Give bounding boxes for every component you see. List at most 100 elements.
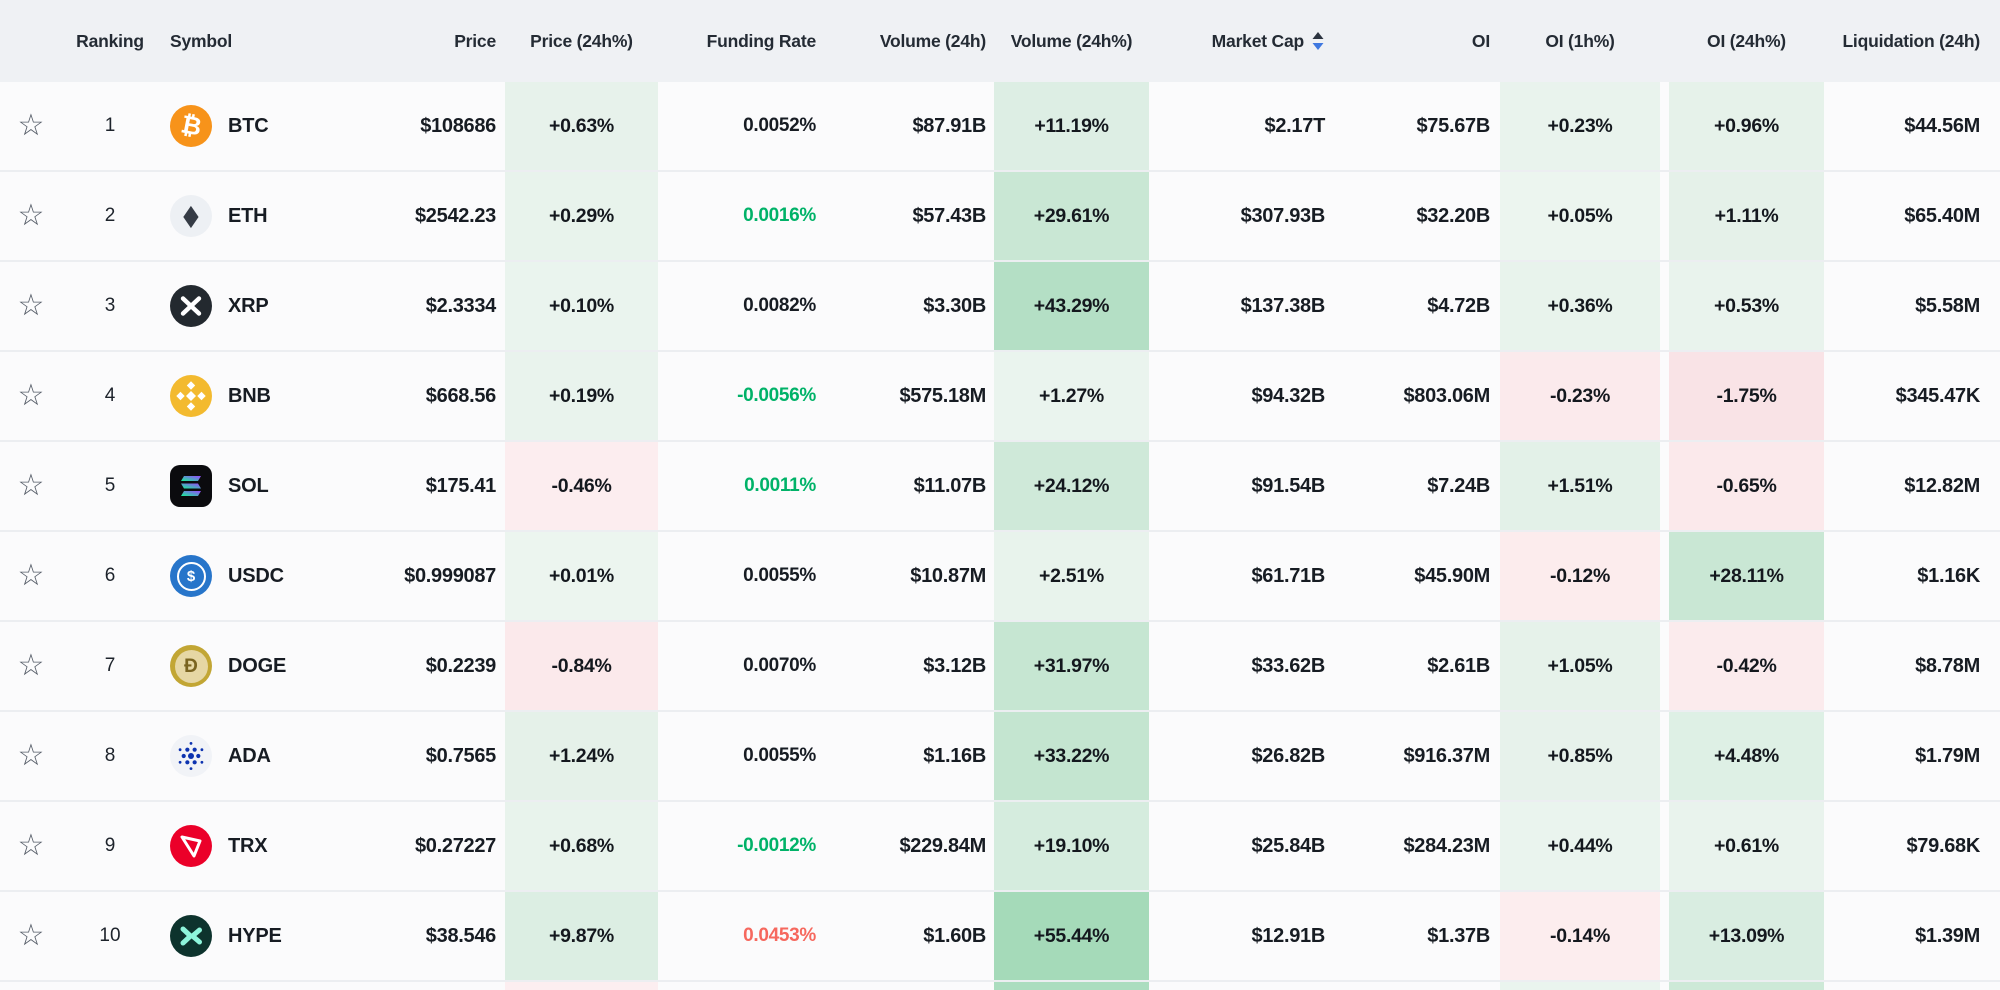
star-icon[interactable]: ☆ bbox=[17, 919, 45, 952]
value: $0.999087 bbox=[404, 564, 496, 587]
cell-liquidation_24h: $1.16K bbox=[1824, 532, 2000, 620]
table-body: ☆ 1 ₿ BTC $108686 +0.63% 0.0052% $87.91B +11.19%… bbox=[0, 82, 2000, 990]
cell-oi_1h_pct: +0.36% bbox=[1500, 262, 1669, 350]
btc-icon: ₿ bbox=[170, 105, 212, 147]
value: $345.47K bbox=[1895, 384, 1981, 407]
pct-value: +11.19% bbox=[1034, 114, 1109, 137]
table-row[interactable]: ☆ 2 ◆ ETH $2542.23 +0.29% 0.0016% $57.43B +29.61… bbox=[0, 172, 2000, 262]
cell-funding_rate: 0.0082% bbox=[658, 262, 818, 350]
cell-oi: $916.37M bbox=[1333, 712, 1500, 800]
sort-icon[interactable] bbox=[1311, 31, 1325, 52]
funding-rate-value: -0.0012% bbox=[737, 835, 816, 856]
cell-symbol: HYPE bbox=[148, 892, 300, 980]
col-header-liquidation_24h[interactable]: Liquidation (24h) bbox=[1824, 0, 2000, 82]
rank-value: 4 bbox=[104, 385, 116, 406]
col-header-funding_rate[interactable]: Funding Rate bbox=[658, 0, 818, 82]
pct-value: -0.42% bbox=[1716, 654, 1777, 677]
cell-oi_24h_pct: +0.61% bbox=[1669, 802, 1824, 890]
rank-value: 10 bbox=[99, 925, 121, 946]
value: $57.43B bbox=[912, 204, 986, 227]
star-icon[interactable]: ☆ bbox=[17, 469, 45, 502]
cell-star: ☆ bbox=[0, 352, 62, 440]
cell-market_cap: $61.71B bbox=[1149, 532, 1333, 620]
star-icon[interactable]: ☆ bbox=[17, 649, 45, 682]
value: $10.87M bbox=[910, 564, 986, 587]
cell-volume_24h_pct: +11.19% bbox=[994, 82, 1149, 170]
col-header-label: Market Cap bbox=[1211, 30, 1305, 51]
col-header-label: Price (24h%) bbox=[530, 30, 633, 51]
pct-value: +28.11% bbox=[1709, 564, 1784, 587]
cell-price_24h_pct: -0.84% bbox=[505, 622, 658, 710]
table-row[interactable]: ☆ 7 Ð DOGE $0.2239 -0.84% 0.0070% $3.12B +31.97%… bbox=[0, 622, 2000, 712]
table-row[interactable]: ☆ 4 BNB $668.56 +0.19% -0.0056% $575.18M +1.27%… bbox=[0, 352, 2000, 442]
cell-star: ☆ bbox=[0, 82, 62, 170]
star-icon[interactable]: ☆ bbox=[17, 289, 45, 322]
cell-rank: 3 bbox=[62, 262, 148, 350]
table-row[interactable]: ☆ 5 SOL $175.41 -0.46% 0.0011% $11.07B +24.12% $… bbox=[0, 442, 2000, 532]
cell-price: $175.41 bbox=[300, 442, 505, 530]
pct-value: -1.75% bbox=[1716, 384, 1777, 407]
rank-value: 8 bbox=[104, 745, 116, 766]
cell-star: ☆ bbox=[0, 802, 62, 890]
col-header-oi_24h_pct[interactable]: OI (24h%) bbox=[1669, 0, 1824, 82]
value: $32.20B bbox=[1416, 204, 1490, 227]
star-icon[interactable]: ☆ bbox=[17, 829, 45, 862]
star-icon[interactable]: ☆ bbox=[17, 379, 45, 412]
table-row[interactable]: ☆ 6 $ USDC $0.999087 +0.01% 0.0055% $10.87M +2.5… bbox=[0, 532, 2000, 622]
cell-symbol: TRX bbox=[148, 802, 300, 890]
col-header-symbol[interactable]: Symbol bbox=[148, 0, 300, 82]
value: $0.7565 bbox=[425, 744, 497, 767]
col-header-volume_24h[interactable]: Volume (24h) bbox=[818, 0, 994, 82]
col-header-label: Volume (24h%) bbox=[1010, 30, 1133, 51]
value: $25.84B bbox=[1251, 834, 1325, 857]
star-icon[interactable]: ☆ bbox=[17, 109, 45, 142]
col-header-volume_24h_pct[interactable]: Volume (24h%) bbox=[994, 0, 1149, 82]
col-header-price[interactable]: Price bbox=[300, 0, 505, 82]
cell-liquidation_24h: $1.39M bbox=[1824, 892, 2000, 980]
pct-value: +24.12% bbox=[1033, 474, 1110, 497]
value: $1.16B bbox=[923, 744, 986, 767]
col-header-oi[interactable]: OI bbox=[1333, 0, 1500, 82]
table-row[interactable]: ☆ 8 ADA $0.7565 +1.24% 0.0055% $1.16B +33.22% $2… bbox=[0, 712, 2000, 802]
col-header-label: Liquidation (24h) bbox=[1842, 30, 1980, 51]
value: $1.39M bbox=[1915, 924, 1980, 947]
hype-icon bbox=[170, 915, 212, 957]
funding-rate-value: -0.0056% bbox=[737, 385, 816, 406]
pct-value: -0.46% bbox=[551, 474, 612, 497]
col-header-price_24h_pct[interactable]: Price (24h%) bbox=[505, 0, 658, 82]
pct-value: -0.23% bbox=[1550, 384, 1610, 407]
pct-value: +0.63% bbox=[549, 114, 614, 137]
eth-icon: ◆ bbox=[170, 195, 212, 237]
bnb-icon bbox=[170, 375, 212, 417]
cell-volume_24h_pct: +55.44% bbox=[994, 892, 1149, 980]
value: $26.82B bbox=[1251, 744, 1325, 767]
star-icon[interactable]: ☆ bbox=[17, 559, 45, 592]
cell-symbol: $ USDC bbox=[148, 532, 300, 620]
star-icon[interactable]: ☆ bbox=[17, 199, 45, 232]
value: $45.90M bbox=[1414, 564, 1490, 587]
table-row[interactable]: ☆ 10 HYPE $38.546 +9.87% 0.0453% $1.60B +55.44%… bbox=[0, 892, 2000, 982]
table-row[interactable]: ☆ 3 XRP $2.3334 +0.10% 0.0082% $3.30B +43.29% $1… bbox=[0, 262, 2000, 352]
cell-price bbox=[300, 982, 505, 990]
pct-value: -0.84% bbox=[551, 654, 612, 677]
star-icon[interactable]: ☆ bbox=[17, 739, 45, 772]
symbol-label: HYPE bbox=[228, 924, 282, 947]
cell-star: ☆ bbox=[0, 892, 62, 980]
value: $307.93B bbox=[1240, 204, 1326, 227]
symbol-label: TRX bbox=[228, 834, 268, 857]
col-header-rank[interactable]: Ranking bbox=[62, 0, 148, 82]
pct-value: +31.97% bbox=[1033, 654, 1110, 677]
symbol-label: ADA bbox=[228, 744, 271, 767]
table-row[interactable]: ☆ 1 ₿ BTC $108686 +0.63% 0.0052% $87.91B +11.19%… bbox=[0, 82, 2000, 172]
pct-value: +1.11% bbox=[1714, 204, 1779, 227]
table-row[interactable]: ☆ 9 TRX $0.27227 +0.68% -0.0012% $229.84M +19.1… bbox=[0, 802, 2000, 892]
cell-market_cap: $25.84B bbox=[1149, 802, 1333, 890]
value: $175.41 bbox=[425, 474, 497, 497]
col-header-market_cap[interactable]: Market Cap bbox=[1149, 0, 1333, 82]
cell-market_cap: $26.82B bbox=[1149, 712, 1333, 800]
pct-value: +0.10% bbox=[549, 294, 614, 317]
cell-market_cap: $137.38B bbox=[1149, 262, 1333, 350]
col-header-label: Symbol bbox=[170, 30, 233, 51]
col-header-oi_1h_pct[interactable]: OI (1h%) bbox=[1500, 0, 1669, 82]
rank-value: 6 bbox=[104, 565, 116, 586]
